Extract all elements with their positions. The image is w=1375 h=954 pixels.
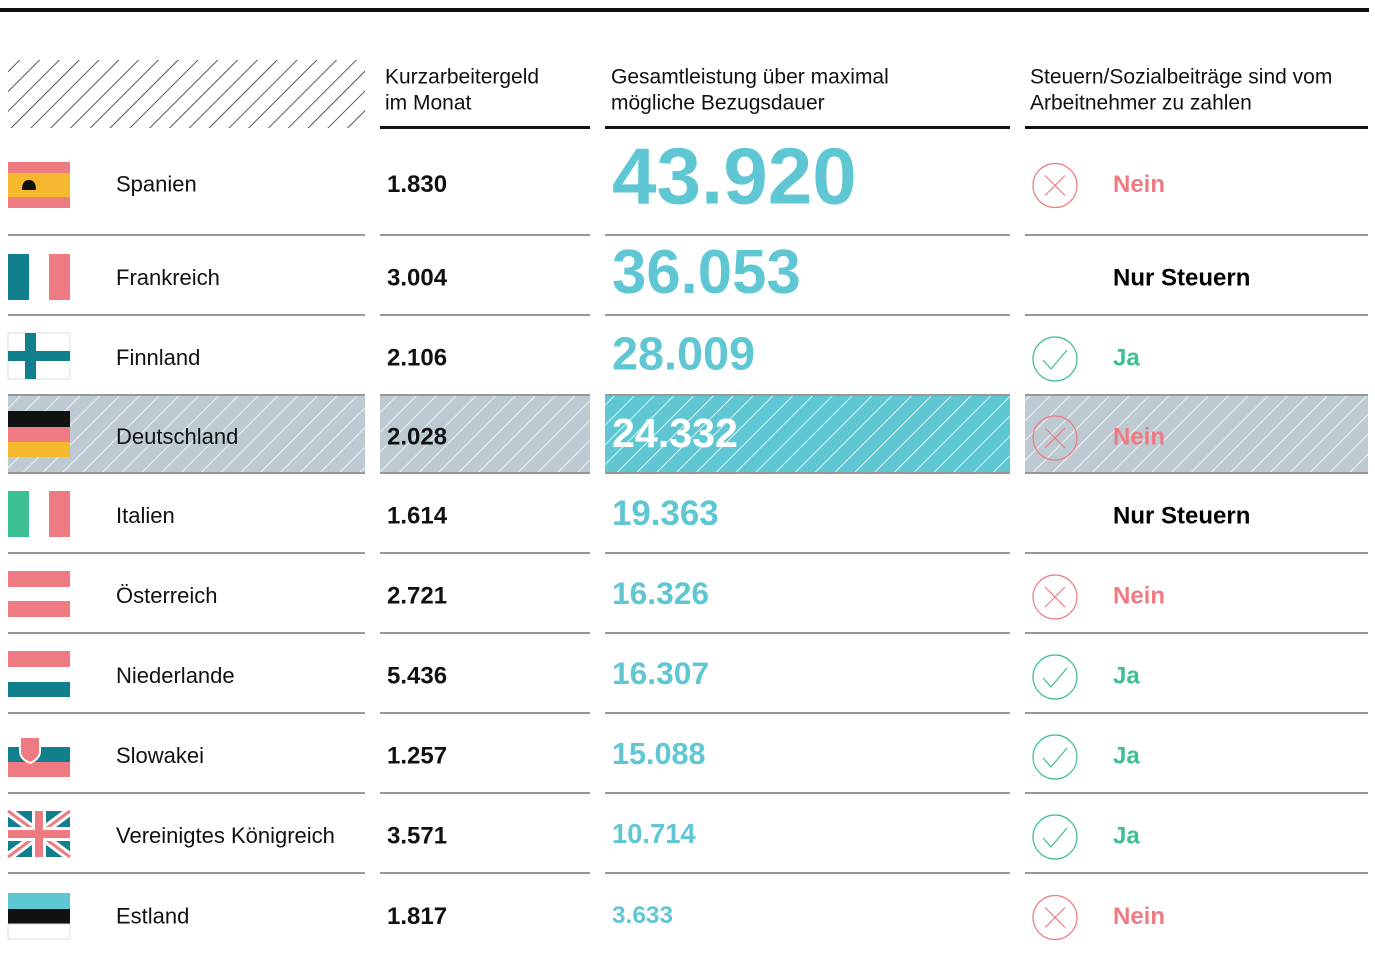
country: Vereinigtes Königreich	[116, 823, 335, 848]
monthly-benefit: 2.028	[387, 423, 447, 450]
total-benefit: 16.326	[612, 575, 709, 611]
total-benefit: 19.363	[612, 494, 719, 533]
country: Österreich	[116, 583, 217, 608]
icon-check	[1042, 827, 1068, 848]
total-benefit: 43.920	[612, 131, 857, 220]
monthly-benefit: 5.436	[387, 662, 447, 689]
monthly-benefit: 1.257	[387, 742, 447, 769]
answer: Ja	[1113, 344, 1140, 371]
header-rule	[1025, 126, 1368, 129]
rows: Spanien 1.830 43.920 Nein Frankreich 3.004 36.…	[8, 131, 1368, 941]
answer: Nein	[1113, 423, 1165, 450]
monthly-benefit: 2.721	[387, 582, 447, 609]
total-benefit: 15.088	[612, 737, 706, 771]
monthly-benefit: 1.830	[387, 171, 447, 198]
flag-uk	[5, 807, 73, 861]
header-label: Kurzarbeitergeld	[385, 66, 539, 89]
answer-icon	[1032, 894, 1078, 941]
total-benefit: 16.307	[612, 655, 709, 691]
flag-finland	[7, 332, 71, 380]
country: Spanien	[116, 171, 197, 196]
country: Finnland	[116, 345, 200, 370]
flag-slovakia	[8, 731, 70, 777]
answer: Nur Steuern	[1113, 502, 1250, 529]
total-benefit: 36.053	[612, 238, 801, 307]
flag-estonia	[7, 893, 71, 940]
header-label: mögliche Bezugsdauer	[611, 92, 825, 115]
header-label: Arbeitnehmer zu zahlen	[1030, 92, 1252, 115]
header-label: Steuern/Sozialbeiträge sind vom	[1030, 66, 1332, 89]
answer: Nein	[1113, 903, 1165, 930]
flag-spain	[8, 162, 70, 208]
answer-icon	[1032, 336, 1078, 382]
icon-check	[1042, 747, 1068, 768]
answer: Nein	[1113, 582, 1165, 609]
answer: Ja	[1113, 662, 1140, 689]
total-benefit: 24.332	[612, 410, 738, 456]
highlight-row	[8, 396, 1368, 472]
header-label: Gesamtleistung über maximal	[611, 66, 889, 89]
icon-cross	[1044, 175, 1066, 196]
header-label: im Monat	[385, 92, 472, 115]
monthly-benefit: 2.106	[387, 344, 447, 371]
icon-check	[1042, 667, 1068, 688]
answer-icon	[1032, 814, 1078, 860]
flag-germany	[8, 411, 70, 457]
answer-icon	[1032, 162, 1078, 209]
icon-cross	[1044, 586, 1066, 608]
icon-circle	[1032, 734, 1078, 780]
icon-circle	[1032, 162, 1078, 209]
total-benefit: 10.714	[612, 818, 696, 849]
top-rule	[0, 8, 1369, 12]
icon-cross	[1044, 907, 1066, 928]
icon-circle	[1032, 654, 1078, 700]
flag-netherlands	[8, 651, 70, 697]
monthly-benefit: 1.817	[387, 903, 447, 930]
country: Niederlande	[116, 663, 235, 688]
answer-icon	[1032, 734, 1078, 780]
header-hatch	[8, 60, 365, 128]
flags	[5, 162, 73, 940]
answer-icon	[1032, 654, 1078, 700]
answer: Nein	[1113, 171, 1165, 198]
highlight-cell	[380, 396, 590, 472]
country: Slowakei	[116, 743, 204, 768]
monthly-benefit: 3.004	[387, 264, 448, 291]
header-rule	[605, 126, 1010, 129]
highlight-cell	[1025, 396, 1368, 472]
total-benefit: 28.009	[612, 327, 755, 379]
answer-icon	[1032, 574, 1078, 620]
answer-icon	[1032, 415, 1078, 461]
icon-circle	[1032, 574, 1078, 620]
country: Deutschland	[116, 424, 238, 449]
icon-check	[1042, 349, 1068, 370]
icon-circle	[1032, 415, 1078, 461]
flag-austria	[8, 571, 70, 617]
answer: Nur Steuern	[1113, 264, 1250, 291]
monthly-benefit: 1.614	[387, 502, 448, 529]
country: Estland	[116, 903, 189, 928]
icon-circle	[1032, 894, 1078, 941]
total-benefit: 3.633	[612, 902, 673, 929]
icon-cross	[1044, 427, 1066, 449]
flag-france	[8, 254, 70, 300]
country: Italien	[116, 503, 175, 528]
icon-circle	[1032, 814, 1078, 860]
header-rule	[380, 126, 590, 129]
monthly-benefit: 3.571	[387, 822, 447, 849]
country: Frankreich	[116, 265, 220, 290]
highlight-cell	[605, 396, 1010, 472]
icon-circle	[1032, 336, 1078, 382]
answer: Ja	[1113, 742, 1140, 769]
flag-italy	[8, 491, 70, 537]
answer: Ja	[1113, 822, 1140, 849]
